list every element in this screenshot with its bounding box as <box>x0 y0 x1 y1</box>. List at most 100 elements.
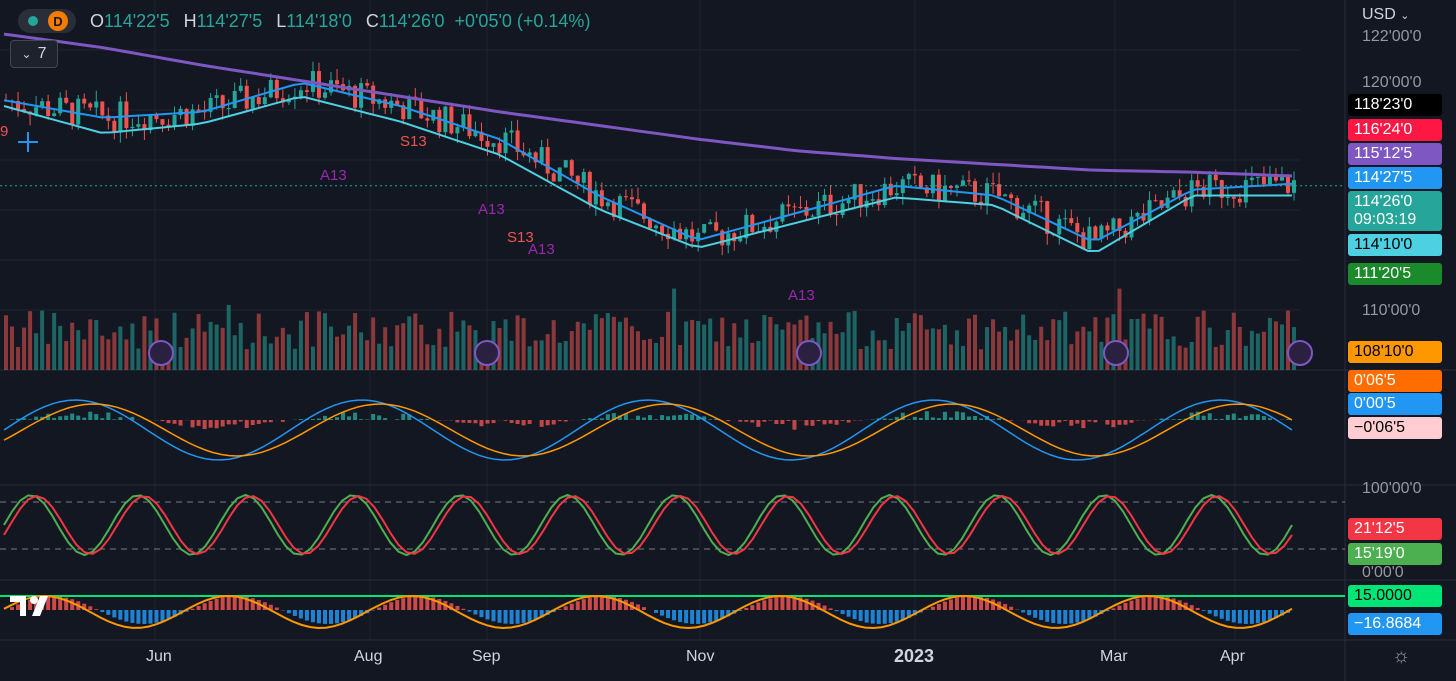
adx-bar <box>539 610 544 618</box>
volume-bar <box>274 336 279 370</box>
volume-bar <box>1249 330 1254 370</box>
volume-bar <box>292 348 297 370</box>
volume-bar <box>1051 319 1056 370</box>
volume-bar <box>196 314 201 370</box>
adx-bar <box>930 606 935 610</box>
chart-annotation: S13 <box>507 229 534 246</box>
volume-bar <box>1237 326 1242 370</box>
candle-body <box>816 201 821 216</box>
candle-body <box>154 115 159 120</box>
adx-bar <box>696 610 701 624</box>
volume-bar <box>1069 344 1074 370</box>
adx-bar <box>16 604 21 610</box>
candle-body <box>527 152 532 156</box>
adx-bar <box>912 610 917 616</box>
volume-bar <box>1153 314 1158 370</box>
adx-bar <box>876 610 881 624</box>
adx-bar <box>822 605 827 610</box>
volume-bar <box>329 326 334 370</box>
macd-bar <box>1039 420 1044 426</box>
adx-bar <box>100 610 105 613</box>
macd-tag: 0'06'5 <box>1348 370 1442 392</box>
adx-bar <box>599 596 604 610</box>
candle-body <box>533 152 538 163</box>
macd-bar <box>371 413 376 420</box>
candle-body <box>70 102 75 125</box>
tag-value: 114'27'5 <box>1354 169 1413 186</box>
macd-bar <box>581 419 586 420</box>
macd-bar <box>1027 420 1032 424</box>
candle-body <box>930 174 935 194</box>
adx-bar <box>485 610 490 620</box>
macd-bar <box>1111 420 1116 428</box>
volume-bar <box>545 334 550 370</box>
candle-body <box>960 180 965 186</box>
candle-body <box>732 233 737 242</box>
macd-tag: −0'06'5 <box>1348 417 1442 439</box>
volume-bar <box>762 315 767 370</box>
chart-annotation: S13 <box>400 133 427 150</box>
volume-bar <box>497 328 502 370</box>
candle-body <box>690 229 695 242</box>
adx-bar <box>774 597 779 610</box>
macd-bar <box>551 420 556 425</box>
adx-bar <box>461 608 466 610</box>
volume-bar <box>852 311 857 370</box>
adx-bar <box>353 610 358 619</box>
adx-bar <box>52 596 57 610</box>
macd-bar <box>1045 420 1050 426</box>
adx-bar <box>202 603 207 610</box>
macd-bar <box>202 420 207 430</box>
price-axis-label: 110'00'0 <box>1362 302 1421 319</box>
interval-badge[interactable]: D <box>48 11 68 31</box>
adx-bar <box>1207 610 1212 614</box>
adx-bar <box>593 596 598 610</box>
symbol-pill[interactable]: D <box>18 9 76 33</box>
candle-body <box>1183 197 1188 207</box>
macd-bar <box>280 420 285 422</box>
macd-bar <box>521 420 526 426</box>
adx-bar <box>858 610 863 622</box>
currency-menu[interactable]: USD ⌄ <box>1362 6 1409 24</box>
adx-bar <box>70 599 75 610</box>
candle-body <box>918 175 923 188</box>
candle-body <box>268 79 273 98</box>
open-value: 114'22'5 <box>104 10 170 31</box>
adx-bar <box>94 609 99 610</box>
candle-body <box>1279 175 1284 181</box>
adx-bar <box>611 596 616 610</box>
high-label: H <box>183 10 197 31</box>
macd-bar <box>780 420 785 425</box>
adx-bar <box>605 596 610 610</box>
adx-tag: 15.0000 <box>1348 585 1442 607</box>
macd-bar <box>1093 420 1098 423</box>
macd-bar <box>617 415 622 420</box>
volume-bar <box>629 326 634 370</box>
candle-body <box>1111 218 1116 231</box>
volume-bar <box>985 327 990 370</box>
macd-bar <box>942 411 947 420</box>
adx-bar <box>960 596 965 610</box>
volume-bar <box>1213 346 1218 370</box>
candle-body <box>196 109 201 112</box>
candle-body <box>774 221 779 232</box>
collapse-indicators-button[interactable]: ⌄ 7 <box>10 40 58 68</box>
candle-body <box>130 126 135 129</box>
candle-body <box>479 131 484 141</box>
volume-bar <box>551 320 556 370</box>
adx-bar <box>82 603 87 610</box>
candle-body <box>88 103 93 108</box>
macd-bar <box>997 418 1002 420</box>
volume-bar <box>130 323 135 370</box>
candle-body <box>214 95 219 98</box>
macd-bar <box>557 420 562 422</box>
gear-icon[interactable]: ☼ <box>1392 645 1411 667</box>
tradingview-logo-icon[interactable] <box>10 592 62 622</box>
candle-body <box>40 101 45 108</box>
tag-value: 21'12'5 <box>1354 520 1405 537</box>
volume-bar <box>738 337 743 370</box>
volume-bar <box>1219 344 1224 370</box>
adx-bar <box>1135 598 1140 610</box>
